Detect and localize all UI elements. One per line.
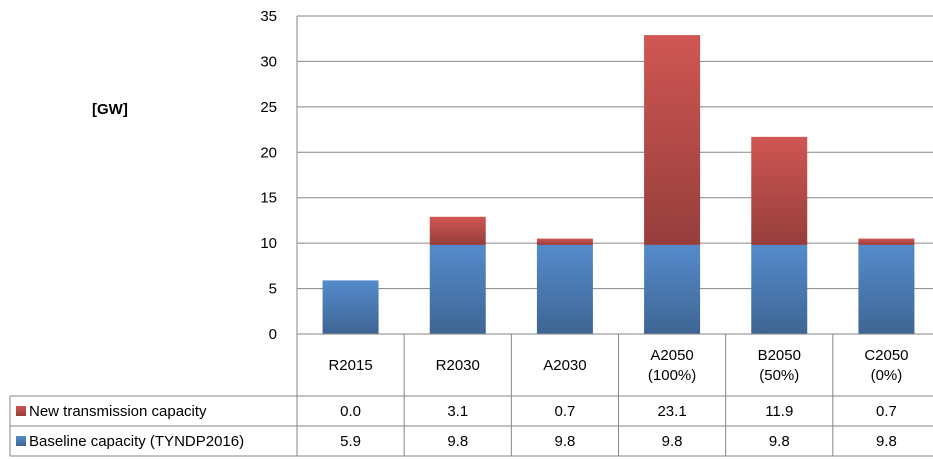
data-label: 11.9 [765, 403, 793, 420]
legend-key [16, 436, 26, 446]
data-label: 0.0 [340, 403, 361, 420]
data-label: 23.1 [657, 403, 686, 420]
bar-segment [322, 280, 379, 334]
data-label: 9.8 [662, 433, 683, 450]
y-tick-label: 15 [260, 190, 277, 207]
data-label: 3.1 [447, 403, 468, 420]
bars [322, 35, 915, 334]
x-category-label: (50%) [759, 367, 799, 384]
data-label: 9.8 [447, 433, 468, 450]
bar-segment [858, 244, 915, 334]
x-category-label: (100%) [648, 367, 696, 384]
x-category-label: A2050 [650, 347, 693, 364]
y-tick-label: 25 [260, 99, 277, 116]
x-category-label: (0%) [871, 367, 903, 384]
data-label: 9.8 [876, 433, 897, 450]
y-tick-label: 30 [260, 53, 277, 70]
bar-segment [536, 244, 593, 334]
bar-segment [644, 35, 701, 245]
unit-label: [GW] [92, 101, 128, 118]
y-tick-label: 0 [269, 326, 277, 343]
y-tick-label: 10 [260, 235, 277, 252]
gridlines [297, 15, 933, 335]
x-category-label: A2030 [543, 357, 586, 374]
bar-segment [751, 136, 808, 245]
y-tick-label: 5 [269, 281, 277, 298]
series-label: Baseline capacity (TYNDP2016) [29, 433, 244, 450]
bar-segment [429, 244, 486, 334]
x-category-label: R2030 [436, 357, 480, 374]
bar-segment [858, 238, 915, 245]
bar-segment [751, 244, 808, 334]
data-label: 5.9 [340, 433, 361, 450]
y-axis: 0 5 10 15 20 25 30 35 [260, 8, 298, 343]
bar-segment [644, 244, 701, 334]
legend-key [16, 406, 26, 416]
x-category-label: C2050 [864, 347, 908, 364]
bar-segment [536, 238, 593, 245]
data-label: 9.8 [554, 433, 575, 450]
series-label: New transmission capacity [29, 403, 207, 420]
data-label: 9.8 [769, 433, 790, 450]
y-tick-label: 35 [260, 8, 277, 25]
data-label: 0.7 [554, 403, 575, 420]
data-label: 0.7 [876, 403, 897, 420]
bar-segment [429, 216, 486, 245]
y-tick-label: 20 [260, 144, 277, 161]
x-category-label: R2015 [328, 357, 372, 374]
x-category-label: B2050 [758, 347, 801, 364]
data-table: R2015 R2030 A2030 A2050 (100%) B2050 (50%) C205… [9, 333, 933, 457]
